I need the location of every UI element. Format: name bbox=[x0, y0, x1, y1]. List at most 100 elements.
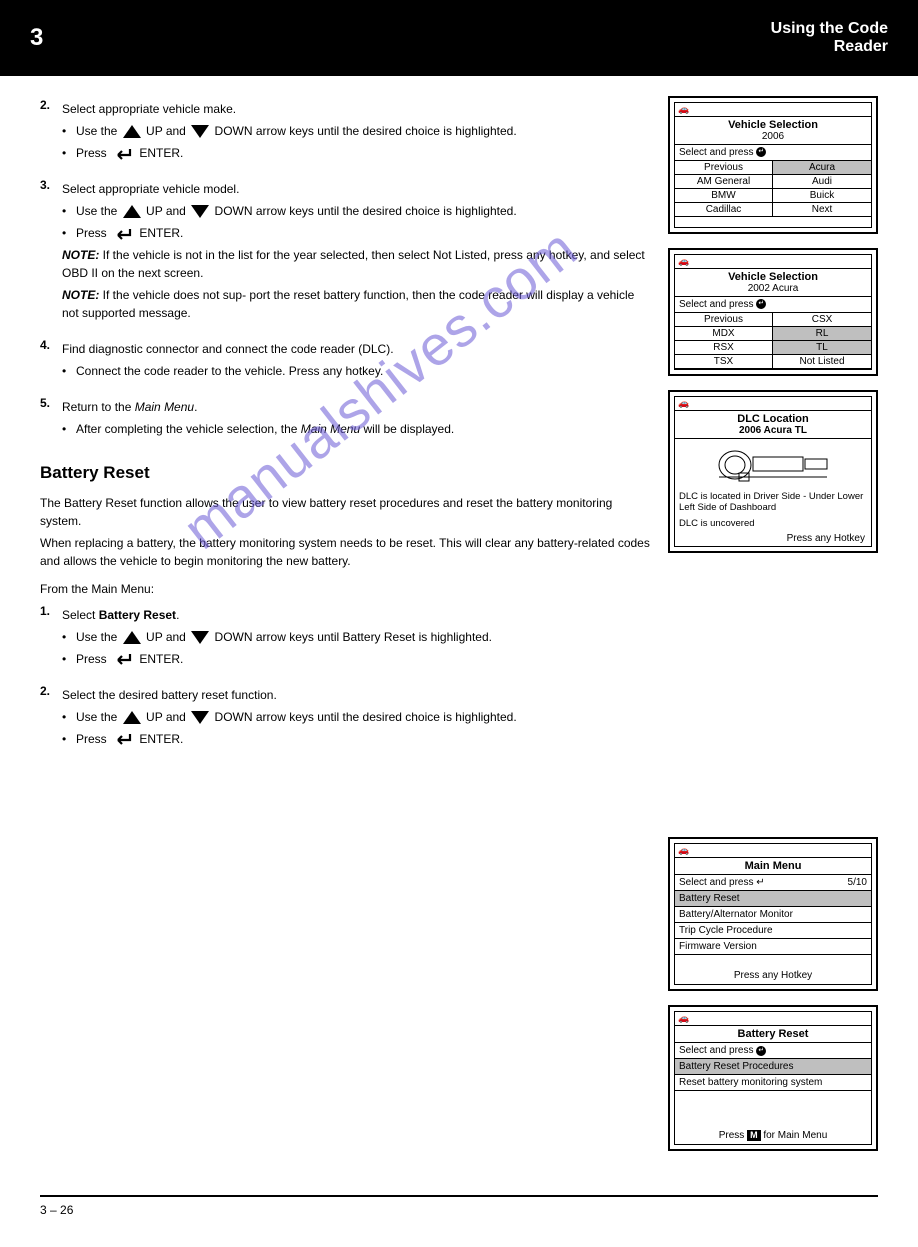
bullet: • Press ENTER. bbox=[62, 224, 650, 242]
header-bar: 3 Using the Code Reader bbox=[0, 0, 918, 76]
step: 1. Select Battery Reset. • Use the UP an… bbox=[40, 602, 650, 672]
text: Press bbox=[76, 652, 110, 666]
step-lead: Select appropriate vehicle make. bbox=[62, 100, 650, 118]
grid-cell[interactable]: TL bbox=[773, 341, 871, 355]
screen-vehicle-selection-model: 🚗 Vehicle Selection 2002 Acura Select an… bbox=[668, 248, 878, 376]
enter-icon bbox=[112, 732, 134, 746]
screen-list: Battery Reset Battery/Alternator Monitor… bbox=[675, 891, 871, 955]
bullet-marker: • bbox=[62, 144, 76, 162]
text: Select and press bbox=[679, 147, 754, 158]
text: arrow keys until the desired choice is h… bbox=[253, 204, 517, 218]
step-lead: Return to the Main Menu. bbox=[62, 398, 650, 416]
bullet: • After completing the vehicle selection… bbox=[62, 420, 650, 438]
enter-icon bbox=[112, 652, 134, 666]
text: Use the bbox=[76, 710, 121, 724]
car-icon: 🚗 bbox=[675, 103, 871, 117]
list-item[interactable]: Firmware Version bbox=[675, 939, 871, 955]
screen-dlc-location: 🚗 DLC Location 2006 Acura TL DL bbox=[668, 390, 878, 553]
bullet: • Connect the code reader to the vehicle… bbox=[62, 362, 650, 380]
screen-subtitle: 2006 bbox=[675, 131, 871, 145]
bullet-text: Use the UP and DOWN arrow keys until the… bbox=[76, 122, 650, 140]
grid-cell[interactable]: RSX bbox=[675, 341, 773, 355]
enter-icon bbox=[112, 147, 134, 161]
screen-title: Vehicle Selection bbox=[675, 269, 871, 283]
text: If the vehicle does not sup- port the re… bbox=[62, 288, 634, 320]
text: Press bbox=[76, 226, 110, 240]
grid-cell[interactable]: BMW bbox=[675, 189, 773, 203]
bullet-marker: • bbox=[62, 122, 76, 140]
bullet: • Use the UP and DOWN arrow keys until B… bbox=[62, 628, 650, 646]
step: 3. Select appropriate vehicle model. • U… bbox=[40, 176, 650, 326]
step-number: 2. bbox=[40, 96, 62, 166]
screen-prompt: Select and press ↵ 5/10 bbox=[675, 875, 871, 891]
list-item[interactable]: Battery Reset Procedures bbox=[675, 1059, 871, 1075]
grid-cell[interactable]: Acura bbox=[773, 161, 871, 175]
grid-cell[interactable]: TSX bbox=[675, 355, 773, 369]
step: 5. Return to the Main Menu. • After comp… bbox=[40, 394, 650, 442]
step-body: Select appropriate vehicle model. • Use … bbox=[62, 176, 650, 326]
text: If the vehicle is not in the list for th… bbox=[62, 248, 645, 280]
grid-cell[interactable]: Buick bbox=[773, 189, 871, 203]
screen-title: DLC Location bbox=[675, 411, 871, 425]
bullet-text: After completing the vehicle selection, … bbox=[76, 420, 650, 438]
text: will be displayed. bbox=[360, 422, 454, 436]
dlc-text: DLC is located in Driver Side - Under Lo… bbox=[675, 489, 871, 516]
car-icon: 🚗 bbox=[675, 397, 871, 411]
step-body: Find diagnostic connector and connect th… bbox=[62, 336, 650, 384]
text: Use the bbox=[76, 124, 121, 138]
step: 2. Select appropriate vehicle make. • Us… bbox=[40, 96, 650, 166]
list-item[interactable]: Reset battery monitoring system bbox=[675, 1075, 871, 1091]
step-lead: Select the desired battery reset functio… bbox=[62, 686, 650, 704]
bullet-marker: • bbox=[62, 202, 76, 220]
text: arrow keys until the desired choice is h… bbox=[253, 710, 517, 724]
text: Press bbox=[76, 732, 110, 746]
bullet-text: Press ENTER. bbox=[76, 730, 650, 748]
step-lead: Select Battery Reset. bbox=[62, 606, 650, 624]
screen-main-menu: 🚗 Main Menu Select and press ↵ 5/10 Batt… bbox=[668, 837, 878, 991]
bullet-marker: • bbox=[62, 362, 76, 380]
chapter-title: Using the Code Reader bbox=[771, 20, 888, 56]
grid-cell[interactable]: Previous bbox=[675, 161, 773, 175]
bullet-text: Press ENTER. bbox=[76, 650, 650, 668]
bullet-marker: • bbox=[62, 650, 76, 668]
grid-cell[interactable]: AM General bbox=[675, 175, 773, 189]
grid-cell[interactable]: MDX bbox=[675, 327, 773, 341]
bullet-marker: • bbox=[62, 730, 76, 748]
bullet: • Press ENTER. bbox=[62, 144, 650, 162]
step-body: Return to the Main Menu. • After complet… bbox=[62, 394, 650, 442]
step-number: 1. bbox=[40, 602, 62, 672]
grid-cell[interactable]: Cadillac bbox=[675, 203, 773, 217]
left-column: 2. Select appropriate vehicle make. • Us… bbox=[40, 96, 650, 1165]
step-body: Select Battery Reset. • Use the UP and D… bbox=[62, 602, 650, 672]
screen-grid: Previous Acura AM General Audi BMW Buick… bbox=[675, 161, 871, 217]
screen-grid: Previous CSX MDX RL RSX TL TSX Not Liste… bbox=[675, 313, 871, 369]
arrow-up-icon bbox=[123, 205, 141, 218]
screen-subtitle: 2006 Acura TL bbox=[675, 425, 871, 439]
grid-cell[interactable]: Not Listed bbox=[773, 355, 871, 369]
note: NOTE: If the vehicle does not sup- port … bbox=[62, 286, 650, 322]
grid-cell[interactable]: Previous bbox=[675, 313, 773, 327]
menu-item-name: Battery Reset bbox=[99, 608, 176, 622]
text: After completing the vehicle selection, … bbox=[76, 422, 301, 436]
screen-prompt: Select and press ↵ bbox=[675, 297, 871, 313]
paragraph: The Battery Reset function allows the us… bbox=[40, 494, 650, 530]
screen-battery-reset: 🚗 Battery Reset Select and press ↵ Batte… bbox=[668, 1005, 878, 1151]
grid-cell[interactable]: CSX bbox=[773, 313, 871, 327]
enter-dot-icon: ↵ bbox=[756, 1046, 766, 1056]
grid-cell[interactable]: RL bbox=[773, 327, 871, 341]
step-body: Select the desired battery reset functio… bbox=[62, 682, 650, 752]
note-label: NOTE: bbox=[62, 288, 99, 302]
list-item[interactable]: Battery/Alternator Monitor bbox=[675, 907, 871, 923]
bullet-text: Press ENTER. bbox=[76, 144, 650, 162]
list-item[interactable]: Trip Cycle Procedure bbox=[675, 923, 871, 939]
bullet: • Use the UP and DOWN arrow keys until t… bbox=[62, 202, 650, 220]
enter-dot-icon: ↵ bbox=[756, 299, 766, 309]
screen-prompt: Select and press ↵ bbox=[675, 145, 871, 161]
list-item[interactable]: Battery Reset bbox=[675, 891, 871, 907]
text: arrow keys until Battery Reset is highli… bbox=[253, 630, 492, 644]
bullet-text: Press ENTER. bbox=[76, 224, 650, 242]
grid-cell[interactable]: Audi bbox=[773, 175, 871, 189]
grid-cell[interactable]: Next bbox=[773, 203, 871, 217]
text: Select and press bbox=[679, 877, 754, 888]
bullet: • Press ENTER. bbox=[62, 730, 650, 748]
